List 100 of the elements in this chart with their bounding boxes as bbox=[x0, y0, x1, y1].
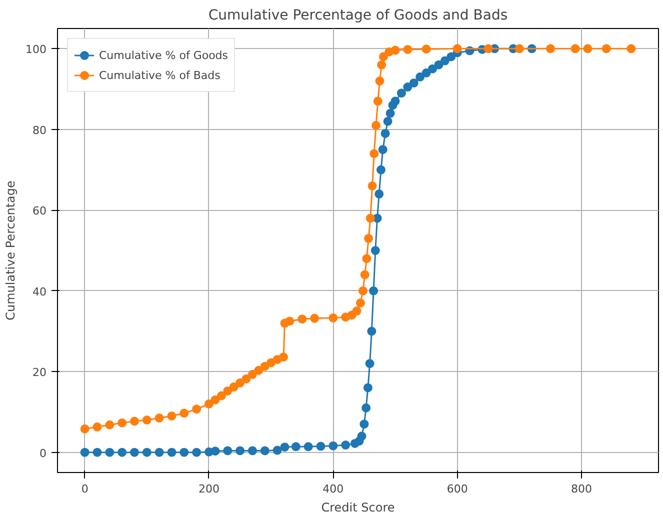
point bbox=[229, 382, 238, 392]
point bbox=[92, 422, 102, 432]
point bbox=[236, 446, 245, 456]
point bbox=[360, 420, 369, 429]
point bbox=[154, 448, 164, 457]
point bbox=[363, 383, 372, 392]
point bbox=[80, 448, 90, 457]
point bbox=[280, 442, 290, 452]
point bbox=[452, 44, 462, 54]
point bbox=[360, 270, 370, 280]
point bbox=[142, 416, 152, 425]
point bbox=[80, 424, 90, 434]
point bbox=[204, 399, 214, 408]
point bbox=[626, 44, 636, 54]
point bbox=[390, 46, 400, 55]
point bbox=[92, 448, 102, 457]
point bbox=[383, 116, 392, 126]
point bbox=[403, 44, 412, 54]
point bbox=[370, 246, 380, 255]
point bbox=[378, 145, 388, 154]
y-tick-label: 60 bbox=[32, 204, 47, 218]
point bbox=[142, 448, 152, 457]
x-tick-label: 200 bbox=[198, 482, 220, 496]
point bbox=[367, 326, 376, 336]
point bbox=[167, 448, 176, 457]
point bbox=[242, 374, 251, 384]
point bbox=[236, 378, 245, 388]
point bbox=[260, 446, 270, 456]
point bbox=[374, 190, 384, 198]
point bbox=[546, 44, 555, 54]
point bbox=[364, 234, 374, 243]
point bbox=[316, 442, 326, 451]
point bbox=[210, 446, 220, 456]
point bbox=[328, 313, 338, 322]
point bbox=[376, 165, 386, 174]
point bbox=[390, 96, 400, 106]
point bbox=[368, 181, 377, 190]
point bbox=[446, 52, 456, 62]
point bbox=[380, 128, 390, 138]
point bbox=[416, 72, 425, 82]
point bbox=[216, 391, 226, 400]
point bbox=[375, 76, 384, 86]
x-tick-label: 600 bbox=[446, 482, 468, 496]
point bbox=[254, 366, 264, 375]
point bbox=[180, 408, 189, 418]
point bbox=[310, 314, 320, 323]
point bbox=[272, 446, 282, 455]
point bbox=[434, 60, 444, 70]
point bbox=[285, 316, 294, 326]
point bbox=[105, 448, 114, 457]
point bbox=[440, 56, 450, 66]
point bbox=[278, 352, 288, 362]
y-tick-label: 40 bbox=[32, 285, 47, 298]
point bbox=[409, 78, 418, 88]
x-tick-label: 400 bbox=[322, 482, 344, 496]
x-tick-label: 800 bbox=[571, 482, 592, 496]
point bbox=[422, 68, 431, 78]
point bbox=[377, 60, 386, 70]
point bbox=[248, 446, 257, 456]
point bbox=[304, 442, 313, 452]
point bbox=[403, 82, 412, 92]
point bbox=[396, 88, 406, 98]
point bbox=[357, 432, 366, 441]
point bbox=[223, 446, 232, 456]
point bbox=[583, 44, 592, 54]
point bbox=[428, 64, 438, 74]
point bbox=[372, 120, 381, 130]
point bbox=[370, 149, 379, 158]
point bbox=[602, 44, 611, 54]
point bbox=[362, 403, 371, 412]
point bbox=[223, 386, 232, 396]
y-tick-label: 100 bbox=[26, 43, 47, 56]
chart-title: Cumulative Percentage of Goods and Bads bbox=[208, 8, 508, 24]
point bbox=[378, 52, 388, 62]
point bbox=[192, 448, 202, 457]
point bbox=[570, 44, 580, 54]
point bbox=[291, 442, 300, 452]
point bbox=[298, 314, 307, 324]
y-axis-title: Cumulative Percentage bbox=[4, 180, 18, 320]
point bbox=[341, 440, 350, 450]
point bbox=[352, 306, 362, 316]
point bbox=[130, 416, 139, 426]
point bbox=[373, 96, 382, 106]
point bbox=[154, 414, 164, 422]
point bbox=[180, 448, 189, 457]
x-tick-label: 0 bbox=[81, 482, 88, 496]
point bbox=[484, 44, 493, 54]
y-tick-label: 0 bbox=[40, 446, 46, 460]
point bbox=[105, 420, 114, 430]
legend-label: Cumulative % of Bads bbox=[99, 68, 220, 82]
point bbox=[362, 254, 372, 264]
point bbox=[192, 404, 202, 414]
point bbox=[328, 441, 338, 450]
y-tick-label: 20 bbox=[32, 366, 47, 380]
legend-label: Cumulative % of Goods bbox=[99, 48, 228, 62]
point bbox=[369, 286, 378, 296]
point bbox=[386, 108, 395, 118]
point bbox=[356, 298, 365, 308]
point bbox=[365, 359, 374, 368]
x-axis-title: Credit Score bbox=[321, 500, 395, 514]
